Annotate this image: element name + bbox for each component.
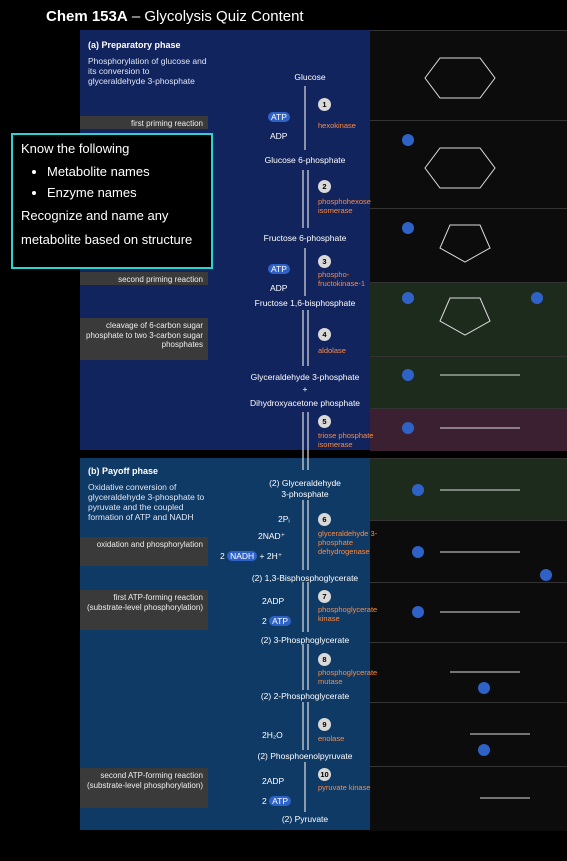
phosphate-icon bbox=[540, 569, 552, 581]
cofactor-atp2: 2 ATP bbox=[262, 796, 291, 806]
phosphate-icon bbox=[412, 546, 424, 558]
arrow-step-4 bbox=[302, 310, 309, 366]
callout-line: Recognize and name any bbox=[21, 208, 169, 223]
callout-heading: Know the following bbox=[21, 141, 130, 156]
step-number: 7 bbox=[318, 590, 331, 603]
metabolite-2-glyceraldehyde: (2) Glyceraldehyde bbox=[269, 478, 341, 488]
note-first-priming: first priming reaction bbox=[80, 116, 208, 129]
phosphate-icon bbox=[412, 606, 424, 618]
step-number: 1 bbox=[318, 98, 331, 111]
note-second-atp: second ATP-forming reaction (substrate-l… bbox=[80, 768, 208, 808]
metabolite-phosphoenolpyruvate: (2) Phosphoenolpyruvate bbox=[257, 751, 353, 761]
metabolite-pyruvate: (2) Pyruvate bbox=[281, 814, 329, 824]
enzyme-hexokinase: hexokinase bbox=[318, 121, 356, 130]
note-first-atp: first ATP-forming reaction (substrate-le… bbox=[80, 590, 208, 630]
structure-glucose bbox=[370, 30, 567, 121]
enzyme-glyceraldehyde-3-phosphate-dehydrogenase: glyceraldehyde 3-phosphate dehydrogenase bbox=[318, 529, 378, 556]
cofactor-adp2: 2ADP bbox=[262, 776, 285, 786]
f16bp-ring bbox=[439, 297, 491, 336]
cofactor-nad: 2NAD⁺ bbox=[258, 531, 286, 541]
enzyme-phosphoglycerate-kinase: phosphoglycerate kinase bbox=[318, 605, 378, 623]
cofactor-atp: ATP bbox=[268, 264, 290, 274]
metabolite-3-phosphoglycerate: (2) 3-Phosphoglycerate bbox=[260, 635, 350, 645]
enzyme-phosphohexose-isomerase: phosphohexose isomerase bbox=[318, 197, 371, 215]
phosphate-icon bbox=[402, 369, 414, 381]
note-second-priming: second priming reaction bbox=[80, 272, 208, 285]
arrow-step-6 bbox=[302, 500, 309, 570]
metabolite-dihydroxyacetone-phosphate: Dihydroxyacetone phosphate bbox=[249, 398, 361, 408]
preparatory-phase-desc: Phosphorylation of glucose and its conve… bbox=[88, 56, 207, 86]
payoff-phase-title: (b) Payoff phase bbox=[88, 466, 159, 476]
phosphate-icon bbox=[402, 292, 414, 304]
structure-pyruvate bbox=[370, 766, 567, 831]
arrow-step-8 bbox=[302, 644, 309, 690]
g6p-ring bbox=[424, 147, 496, 189]
metabolite-fructose-1-6-bisphosphate: Fructose 1,6-bisphosphate bbox=[254, 298, 356, 308]
step-number: 6 bbox=[318, 513, 331, 526]
step-number: 10 bbox=[318, 768, 331, 781]
phosphate-icon bbox=[478, 682, 490, 694]
note-cleavage: cleavage of 6-carbon sugar phosphate to … bbox=[80, 318, 208, 360]
callout-item: Metabolite names bbox=[47, 164, 203, 179]
enzyme-enolase: enolase bbox=[318, 734, 345, 743]
enzyme-phosphofructokinase-1: phospho- fructokinase-1 bbox=[318, 270, 366, 288]
preparatory-phase-title: (a) Preparatory phase bbox=[88, 40, 181, 50]
step-number: 5 bbox=[318, 415, 331, 428]
step-number: 8 bbox=[318, 653, 331, 666]
step-number: 9 bbox=[318, 718, 331, 731]
structure-fructose-6-phosphate bbox=[370, 208, 567, 283]
cofactor-atp: ATP bbox=[268, 112, 290, 122]
phosphate-icon bbox=[402, 222, 414, 234]
phosphate-icon bbox=[402, 422, 414, 434]
page-title: Chem 153A – Glycolysis Quiz Content bbox=[46, 8, 304, 25]
phosphate-icon bbox=[412, 484, 424, 496]
step-number: 2 bbox=[318, 180, 331, 193]
note-oxidation: oxidation and phosphorylation bbox=[80, 537, 208, 566]
structure-glyceraldehyde-3-phosphate bbox=[370, 356, 567, 409]
cofactor-h2o: 2H₂O bbox=[262, 730, 283, 740]
step-number: 3 bbox=[318, 255, 331, 268]
arrow-step-5 bbox=[302, 412, 309, 470]
step-number: 4 bbox=[318, 328, 331, 341]
metabolite-glucose-6-phosphate: Glucose 6-phosphate bbox=[264, 155, 346, 165]
arrow-step-2 bbox=[302, 170, 309, 228]
payoff-phase-desc: Oxidative conversion of glyceraldehyde 3… bbox=[88, 482, 205, 522]
glucose-ring bbox=[424, 57, 496, 99]
metabolite-2-phosphoglycerate: (2) 2-Phosphoglycerate bbox=[260, 691, 350, 701]
cofactor-atp2: 2 ATP bbox=[262, 616, 291, 626]
metabolite-3-phosphate: 3-phosphate bbox=[281, 489, 329, 499]
structure-glucose-6-phosphate bbox=[370, 120, 567, 209]
metabolite-glyceraldehyde-3-phosphate: Glyceraldehyde 3-phosphate bbox=[250, 372, 360, 382]
enzyme-pyruvate-kinase: pyruvate kinase bbox=[318, 783, 371, 792]
callout-line: metabolite based on structure bbox=[21, 232, 193, 247]
arrow-step-9 bbox=[302, 702, 309, 750]
callout-list: Metabolite names Enzyme names bbox=[21, 164, 203, 200]
arrow-step-7 bbox=[302, 582, 309, 632]
metabolite-fructose-6-phosphate: Fructose 6-phosphate bbox=[263, 233, 347, 243]
study-callout: Know the following Metabolite names Enzy… bbox=[11, 133, 213, 269]
cofactor-adp: ADP bbox=[270, 283, 288, 293]
phosphate-icon bbox=[478, 744, 490, 756]
cofactor-adp: ADP bbox=[270, 131, 288, 141]
cofactor-nadh: 2 NADH + 2H⁺ bbox=[220, 551, 283, 561]
cofactor-adp2: 2ADP bbox=[262, 596, 285, 606]
f6p-ring bbox=[439, 224, 491, 263]
enzyme-aldolase: aldolase bbox=[318, 346, 346, 355]
enzyme-phosphoglycerate-mutase: phosphoglycerate mutase bbox=[318, 668, 378, 686]
phosphate-icon bbox=[402, 134, 414, 146]
structure-phosphoenolpyruvate bbox=[370, 702, 567, 767]
metabolite-glucose: Glucose bbox=[294, 72, 326, 82]
enzyme-triose-phosphate-isomerase: triose phosphate isomerase bbox=[318, 431, 374, 449]
phosphate-icon bbox=[531, 292, 543, 304]
cofactor-pi: 2Pᵢ bbox=[278, 514, 290, 524]
metabolite-1-3-bisphosphoglycerate: (2) 1,3-Bisphosphoglycerate bbox=[251, 573, 359, 583]
callout-item: Enzyme names bbox=[47, 185, 203, 200]
plus-sign: + bbox=[302, 384, 308, 394]
